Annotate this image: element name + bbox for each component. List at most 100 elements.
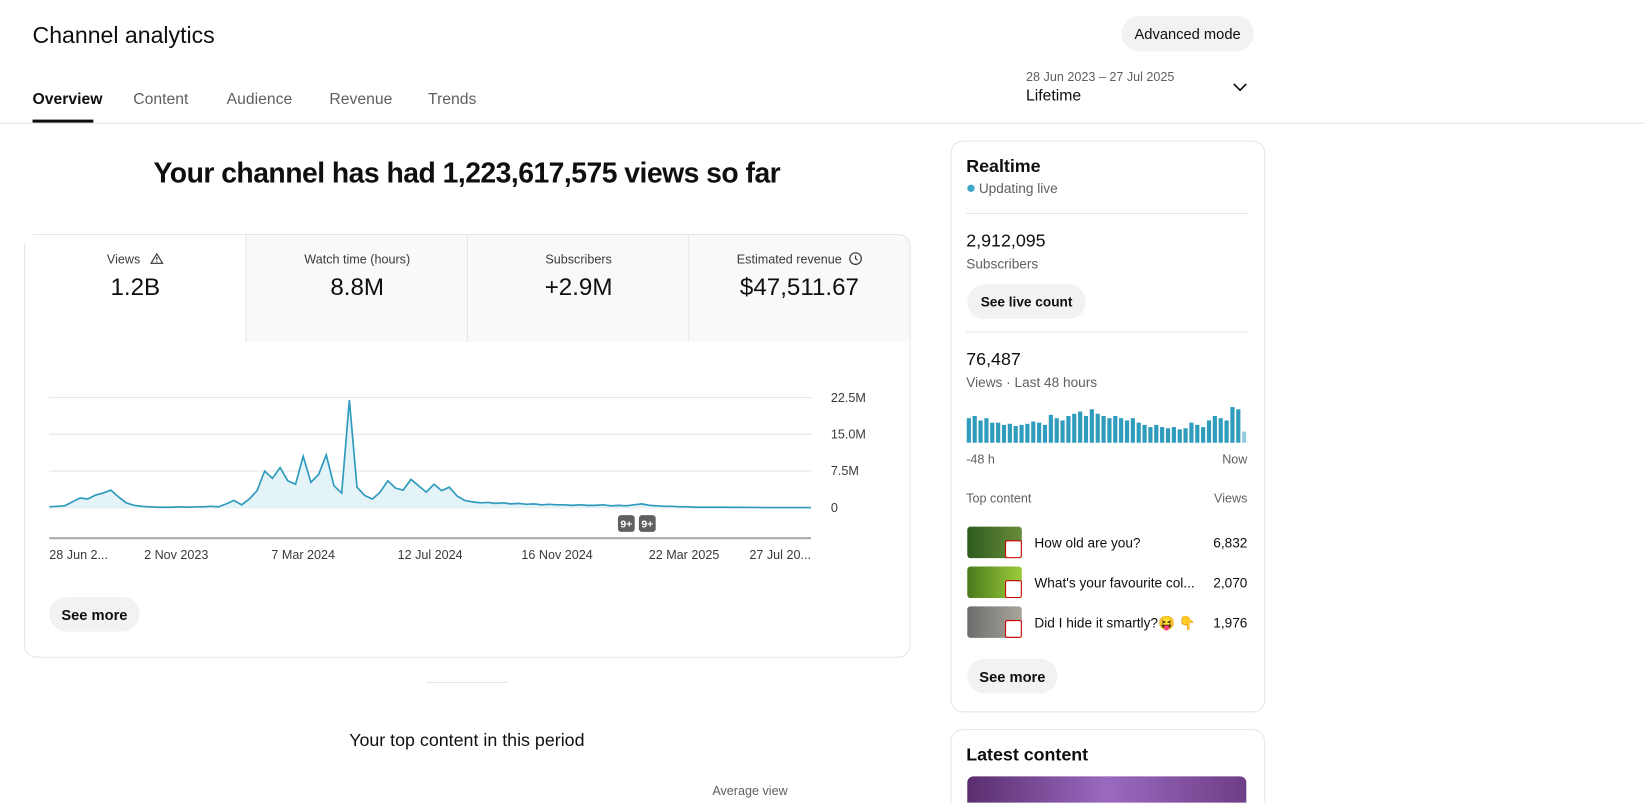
headline: Your channel has had 1,223,617,575 views… <box>153 157 781 189</box>
content-views: 2,070 <box>1213 574 1248 591</box>
bar <box>1089 409 1094 443</box>
line <box>49 399 811 509</box>
bar <box>1195 424 1200 443</box>
bar <box>1101 415 1106 443</box>
bar <box>1154 424 1159 443</box>
section-heading: Your top content in this period <box>349 730 585 751</box>
bar <box>1242 431 1247 443</box>
latest-thumbnail[interactable] <box>967 776 1247 803</box>
realtime-chart <box>966 407 1247 443</box>
bar <box>1177 429 1182 443</box>
annotation: 9+ <box>620 520 632 531</box>
metric-value: $47,511.67 <box>739 272 859 301</box>
views-chart: 0 7.5M 15.0M 22.5M 28 Jun 2... 2 Nov 2023 7 Ma… <box>49 391 866 562</box>
bar <box>1136 422 1141 443</box>
views-count: 76,487 <box>966 349 1021 370</box>
metric-value: 8.8M <box>330 272 385 301</box>
y-tick-label: 7.5M <box>831 464 859 478</box>
tab[interactable]: Revenue <box>329 90 393 109</box>
divider <box>966 331 1248 333</box>
shorts-badge <box>1005 620 1022 638</box>
bar <box>1201 427 1206 443</box>
see-more-button[interactable]: See more <box>967 658 1058 694</box>
bar <box>1048 414 1053 443</box>
bar <box>1001 424 1007 443</box>
latest-content-title: Latest content <box>966 744 1089 765</box>
annotation-badge <box>638 515 656 532</box>
bar <box>984 418 989 443</box>
bar <box>1148 427 1153 443</box>
bar <box>1078 411 1083 443</box>
bar <box>1054 418 1059 443</box>
tab[interactable]: Overview <box>32 90 103 109</box>
x-tick-label: 28 Jun 2... <box>49 548 108 562</box>
annotation: 9+ <box>641 520 653 531</box>
chevron[interactable] <box>1233 82 1248 92</box>
clock-icon <box>848 252 862 265</box>
see-more-button[interactable]: See more <box>49 596 140 632</box>
bar <box>1130 418 1135 443</box>
bar <box>1019 424 1024 443</box>
bar <box>1095 413 1100 443</box>
advanced-mode-button[interactable]: Advanced mode <box>1121 15 1254 52</box>
bar <box>972 415 977 443</box>
metric-label-text: Views <box>106 251 141 267</box>
bar <box>1218 418 1223 443</box>
tab[interactable]: Content <box>133 90 189 109</box>
metric-label: Watch time (hours) <box>304 251 411 267</box>
top-content-label: Top content <box>966 490 1032 506</box>
column-header: Average view <box>712 783 788 799</box>
tab[interactable]: Trends <box>428 90 477 109</box>
bar <box>1206 420 1212 443</box>
warning-icon <box>150 252 164 264</box>
content-views: 1,976 <box>1213 614 1248 631</box>
bar <box>1124 420 1130 443</box>
shorts-badge <box>1005 540 1022 559</box>
bar <box>1037 422 1042 443</box>
subscriber-label: Subscribers <box>966 255 1039 272</box>
metric-tab[interactable]: Estimated revenue $47,511.67 <box>688 235 910 343</box>
live-status: Updating live <box>978 180 1058 197</box>
views-column: Views <box>1214 490 1248 506</box>
bar <box>1189 422 1194 443</box>
live-dot <box>967 184 975 192</box>
bar <box>1107 418 1112 443</box>
y-tick-label: 15.0M <box>831 428 866 442</box>
separator <box>425 681 508 683</box>
bar <box>1083 415 1089 443</box>
bar <box>1007 423 1012 443</box>
tab[interactable]: Audience <box>226 90 293 109</box>
bar <box>1066 415 1071 443</box>
page-title: Channel analytics <box>32 22 215 49</box>
live-count-button[interactable]: See live count <box>967 284 1086 319</box>
bar <box>1042 424 1048 443</box>
date-range[interactable]: 28 Jun 2023 – 27 Jul 2025 <box>1026 69 1175 84</box>
bar <box>1142 424 1147 443</box>
x-tick-label: 12 Jul 2024 <box>398 548 463 562</box>
metric-tab[interactable]: Watch time (hours) 8.8M <box>245 235 468 343</box>
bar <box>1072 413 1077 443</box>
content-title[interactable]: How old are you? <box>1034 535 1141 551</box>
bar <box>1224 420 1229 443</box>
period[interactable]: Lifetime <box>1026 87 1082 105</box>
x-tick-label: 16 Nov 2024 <box>521 548 592 562</box>
metric-tab[interactable]: Subscribers +2.9M <box>466 235 690 343</box>
bar <box>1236 409 1241 443</box>
bar <box>1230 407 1235 443</box>
metric-value: +2.9M <box>544 272 613 301</box>
bar <box>996 422 1001 443</box>
bar <box>1013 426 1018 443</box>
bar <box>1025 423 1030 443</box>
content-title[interactable]: Did I hide it smartly?😝 👇 <box>1034 614 1196 631</box>
views-label: Views · Last 48 hours <box>966 374 1098 391</box>
bar <box>1031 421 1036 443</box>
realtime-title: Realtime <box>966 156 1041 177</box>
metric-value: 1.2B <box>110 272 161 301</box>
content-title[interactable]: What's your favourite col... <box>1034 574 1195 591</box>
bar <box>1113 415 1118 443</box>
metric-label: Estimated revenue <box>689 252 909 266</box>
bar <box>1171 427 1176 443</box>
metric-tab[interactable]: Views 1.2B <box>25 235 246 343</box>
